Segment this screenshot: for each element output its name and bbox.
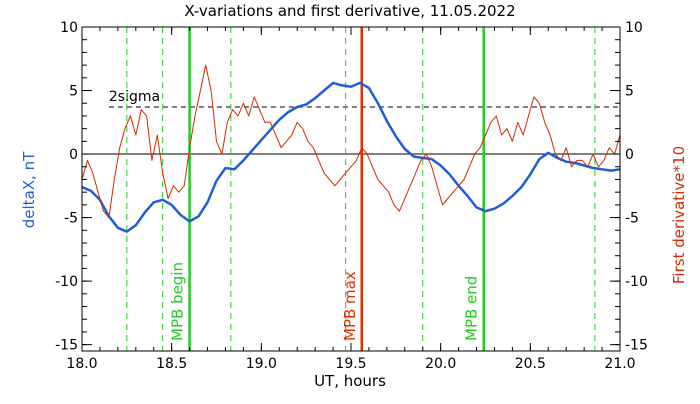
y-tick-label-right: -15: [625, 338, 648, 354]
y-tick-label-right: 10: [625, 20, 643, 36]
y-tick-label-left: -15: [55, 338, 78, 354]
y-tick-label-right: -10: [625, 274, 648, 290]
chart-title: X-variations and first derivative, 11.05…: [184, 2, 515, 20]
marker-label-mpb-max: MPB max: [341, 271, 359, 341]
y-tick-label-right: -5: [625, 211, 639, 227]
x-tick-label: 18.5: [156, 356, 187, 372]
y-tick-label-left: 5: [69, 84, 78, 100]
y-tick-label-right: 0: [625, 147, 634, 163]
x-tick-label: 19.5: [335, 356, 366, 372]
x-axis-label: UT, hours: [314, 372, 386, 390]
deltax-series-line: [81, 81, 621, 233]
x-tick-label: 20.5: [515, 356, 546, 372]
y-tick-label-left: -5: [64, 211, 78, 227]
y-axis-label-left: deltaX, nT: [20, 151, 38, 228]
x-tick-label: 18.0: [66, 356, 97, 372]
x-tick-label: 21.0: [604, 356, 635, 372]
sigma-label: 2sigma: [109, 89, 160, 105]
x-tick-label: 19.0: [246, 356, 277, 372]
plot-area: 2sigma MPB begin MPB max MPB end 18.0 18.5 19.…: [55, 20, 648, 372]
x-tick-label: 20.0: [425, 356, 456, 372]
y-axis-label-right: First derivative*10: [670, 146, 688, 284]
derivative-series-line: [81, 64, 621, 219]
marker-label-mpb-end: MPB end: [463, 276, 481, 341]
y-tick-label-left: 0: [69, 147, 78, 163]
y-tick-label-right: 5: [625, 84, 634, 100]
y-tick-label-left: 10: [60, 20, 78, 36]
y-tick-label-left: -10: [55, 274, 78, 290]
marker-label-mpb-begin: MPB begin: [169, 262, 187, 341]
